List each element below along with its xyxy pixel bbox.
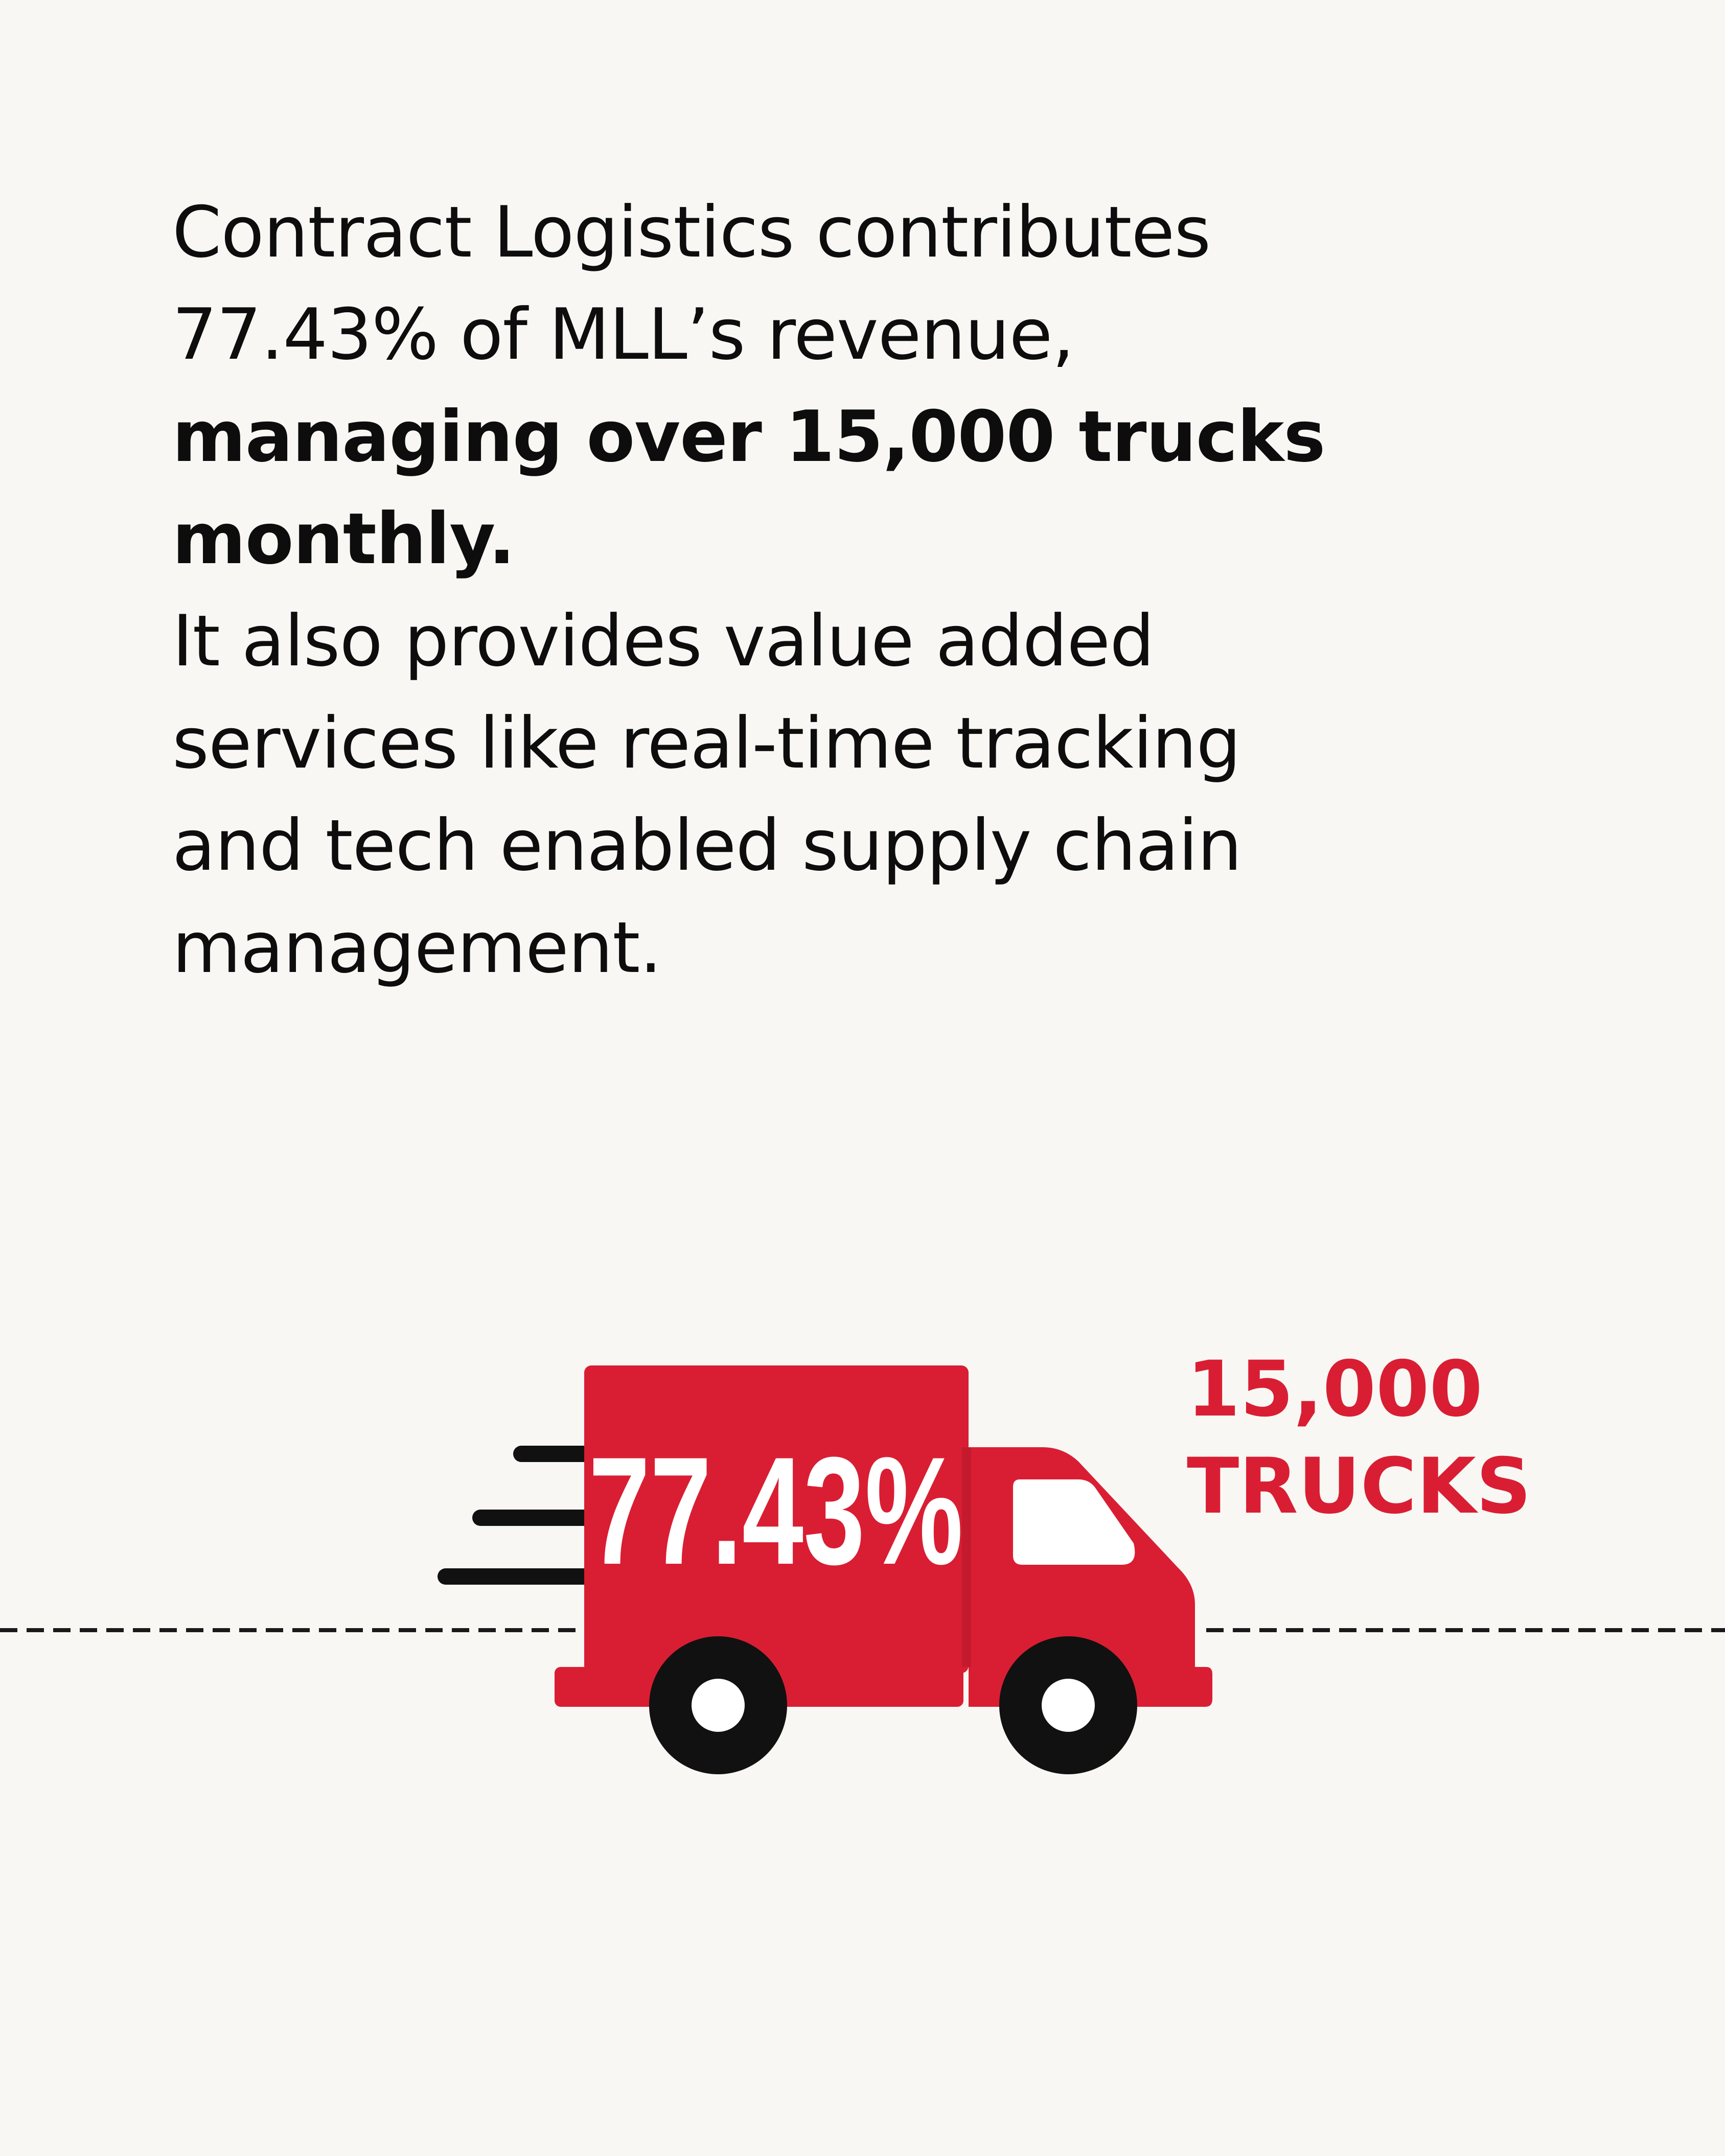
truck-count-unit: TRUCKS <box>1187 1442 1531 1531</box>
text-line-2: 77.43% of MLL’s revenue, <box>172 293 1074 376</box>
text-line-5: and tech enabled supply chain <box>172 804 1242 887</box>
text-line-3: It also provides value added <box>172 600 1155 682</box>
revenue-percentage: 77.43% <box>589 1425 963 1596</box>
description-text: Contract Logistics contributes 77.43% of… <box>172 181 1552 999</box>
delivery-truck-icon <box>555 1365 1212 1774</box>
text-line-1: Contract Logistics contributes <box>172 191 1211 273</box>
speed-lines-icon <box>438 1446 596 1585</box>
front-wheel <box>999 1636 1137 1774</box>
text-line-4: services like real-time tracking <box>172 702 1241 784</box>
truck-illustration: 77.43% 15,000 TRUCKS <box>0 1345 1725 1774</box>
truck-count-number: 15,000 <box>1187 1345 1483 1434</box>
bold-line-1: managing over 15,000 trucks <box>172 396 1325 478</box>
rear-wheel <box>649 1636 787 1774</box>
text-line-6: management. <box>172 907 662 989</box>
bold-line-2: monthly. <box>172 498 515 580</box>
